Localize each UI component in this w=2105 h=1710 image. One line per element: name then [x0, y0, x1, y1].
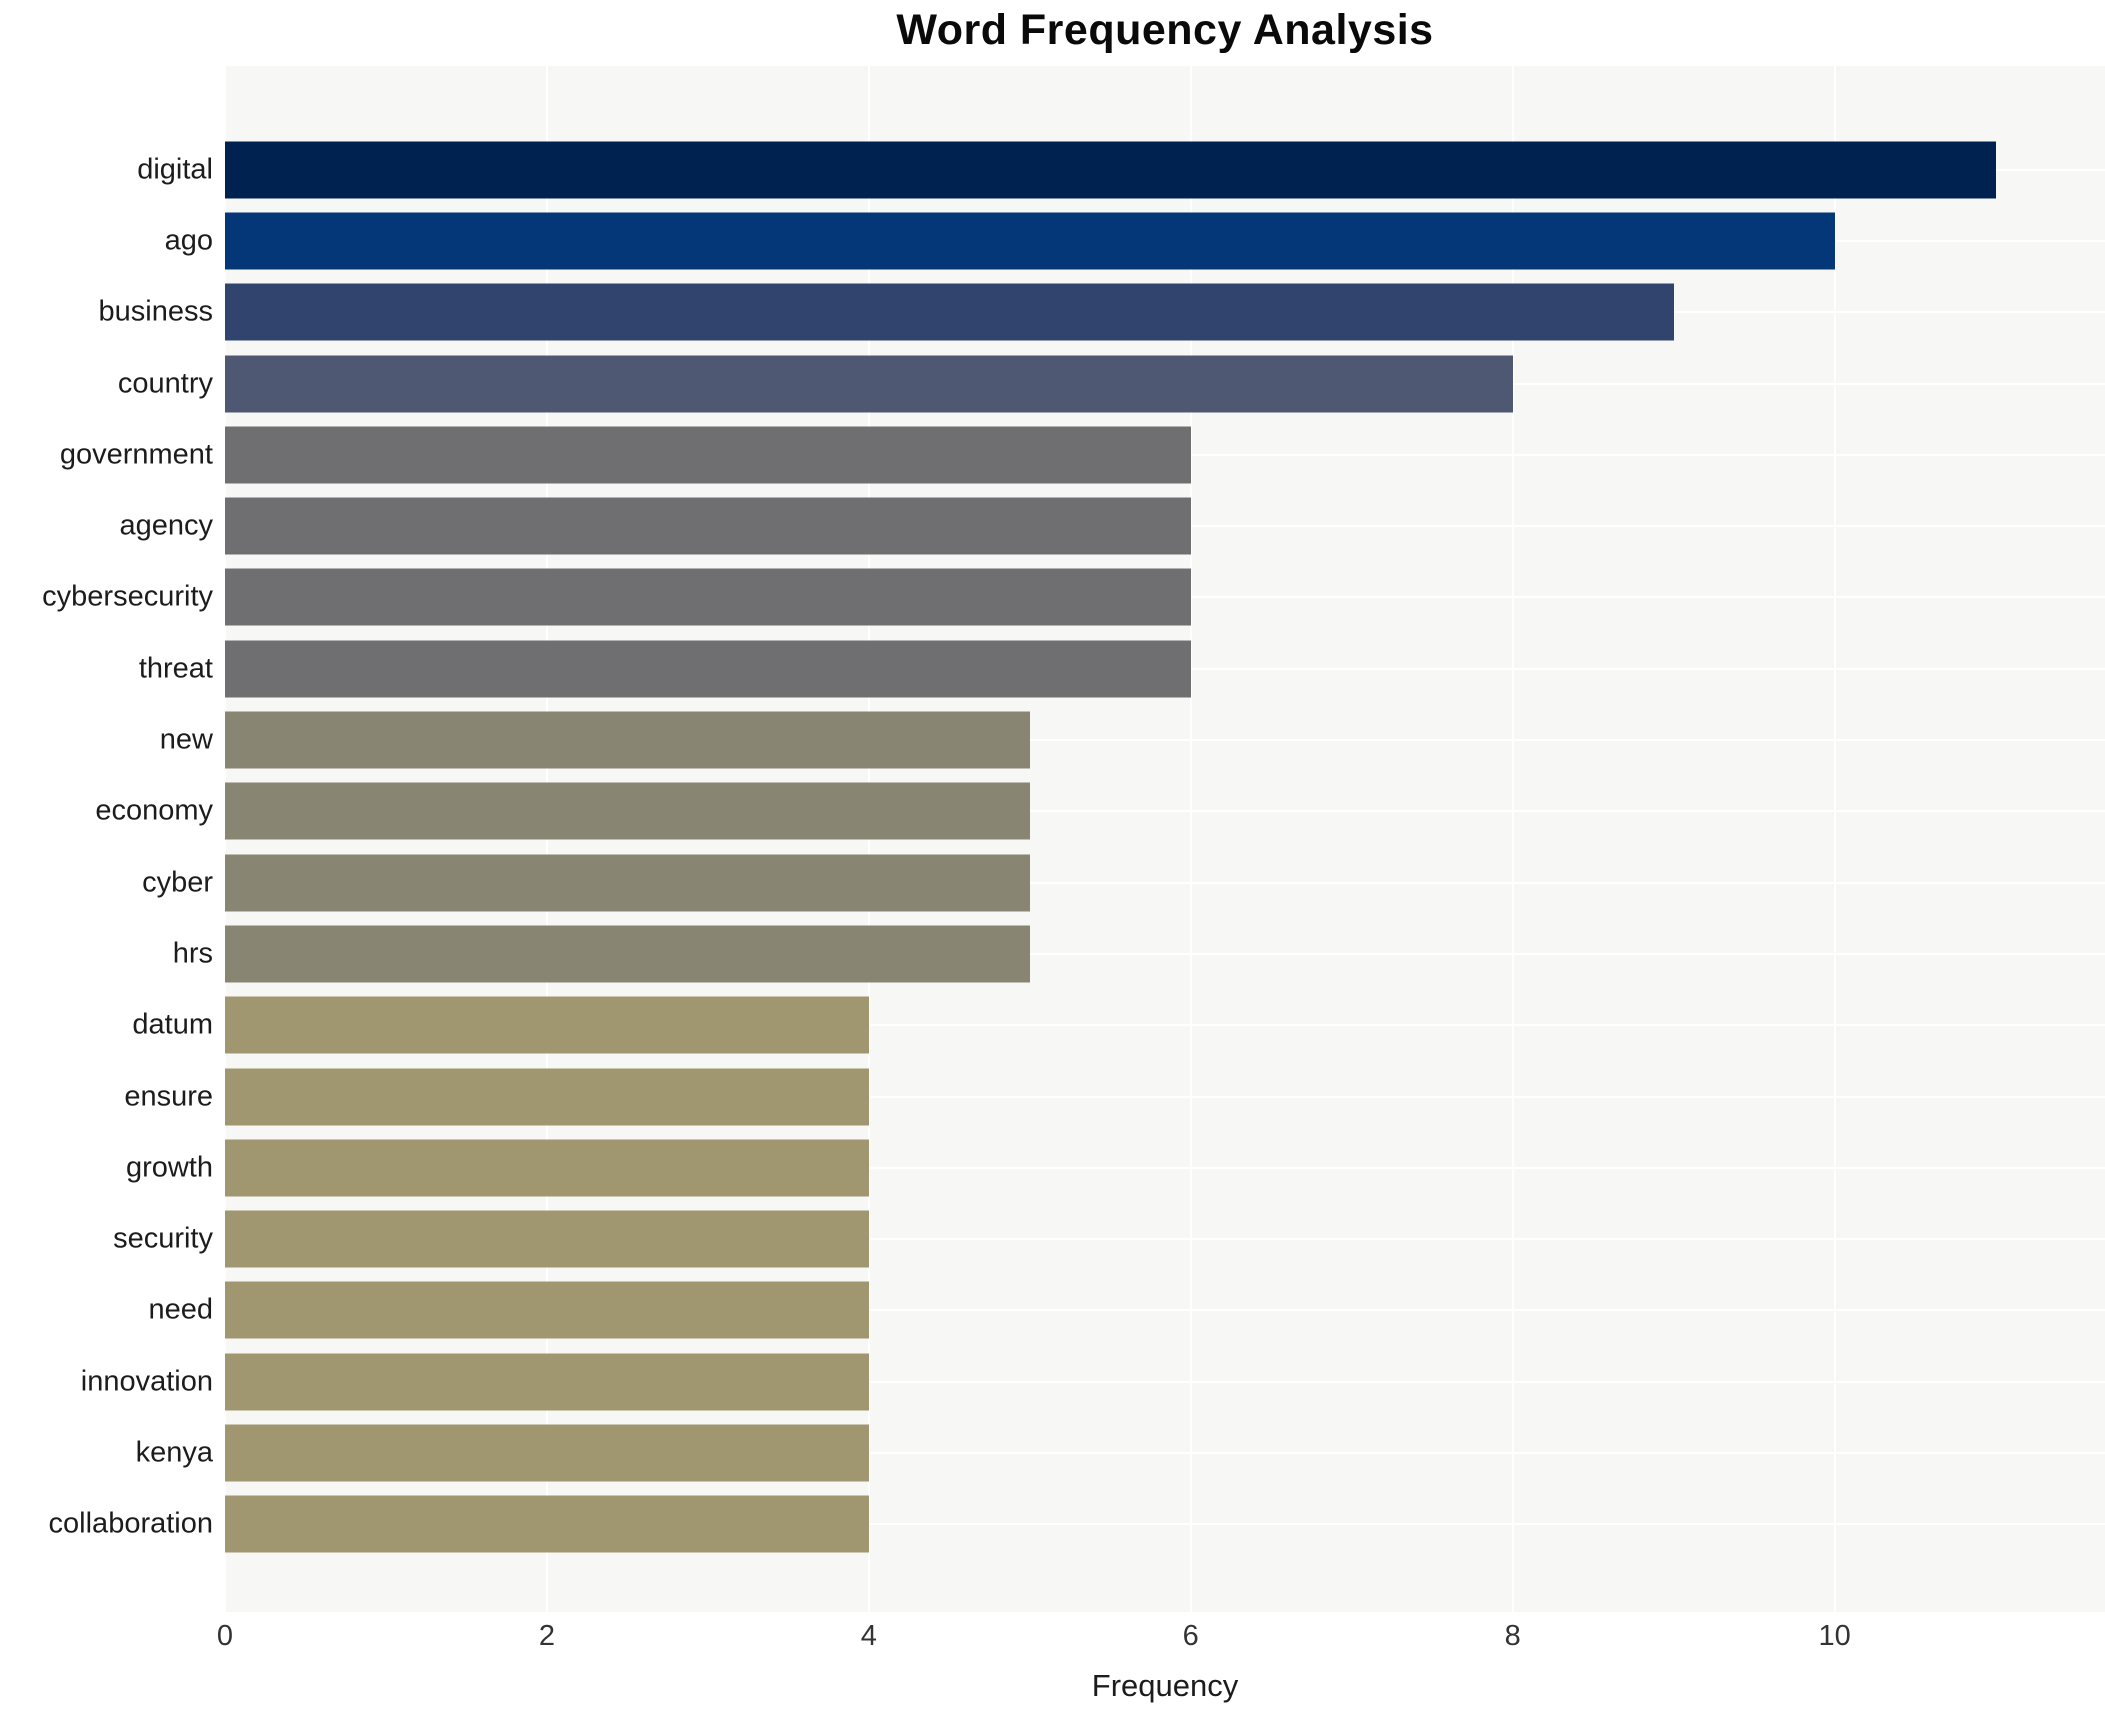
bar-kenya [225, 1424, 869, 1482]
category-label-need: need [148, 1293, 213, 1326]
category-label-hrs: hrs [172, 937, 213, 970]
bar-agency [225, 497, 1191, 555]
category-label-datum: datum [132, 1008, 213, 1041]
category-label-government: government [59, 438, 213, 471]
bar-growth [225, 1139, 869, 1197]
y-gridline-cyber [225, 881, 2105, 884]
x-axis-label: Frequency [1091, 1668, 1239, 1703]
x-tick-label-10: 10 [1818, 1620, 1851, 1652]
bar-row-collaboration: collaboration [49, 1489, 2105, 1560]
x-gridline-6 [1189, 66, 1192, 1612]
bar-row-ago: ago [165, 205, 2105, 276]
category-label-country: country [117, 367, 213, 400]
y-gridline-security [225, 1238, 2105, 1241]
category-label-economy: economy [95, 794, 213, 827]
bar-row-economy: economy [95, 776, 2105, 847]
bar-business [225, 283, 1674, 341]
x-tick-label-6: 6 [1182, 1620, 1199, 1652]
bar-row-need: need [148, 1275, 2105, 1346]
y-gridline-growth [225, 1166, 2105, 1169]
bar-row-cybersecurity: cybersecurity [42, 562, 2105, 633]
bar-row-country: country [118, 348, 2105, 419]
bar-cyber [225, 854, 1030, 912]
bar-security [225, 1210, 869, 1268]
bar-row-hrs: hrs [173, 918, 2105, 989]
category-label-innovation: innovation [80, 1365, 213, 1398]
bar-digital [225, 141, 1996, 199]
bar-economy [225, 782, 1030, 840]
plot-area: digital ago business country government agenc… [42, 66, 2105, 1612]
y-gridline-new [225, 739, 2105, 742]
bar-row-innovation: innovation [81, 1346, 2105, 1417]
bar-cybersecurity [225, 568, 1191, 626]
y-gridline-collaboration [225, 1523, 2105, 1526]
category-label-ago: ago [164, 224, 213, 257]
x-gridline-10 [1833, 66, 1836, 1612]
bar-row-ensure: ensure [124, 1061, 2105, 1132]
category-label-cyber: cyber [142, 866, 213, 899]
x-gridline-8 [1511, 66, 1514, 1612]
bar-row-agency: agency [119, 490, 2105, 561]
y-gridline-innovation [225, 1380, 2105, 1383]
bars-container: digital ago business country government agenc… [42, 134, 2105, 1560]
bar-need [225, 1281, 869, 1339]
bar-country [225, 355, 1513, 413]
category-label-new: new [159, 723, 213, 756]
category-label-agency: agency [119, 509, 213, 542]
y-gridline-economy [225, 810, 2105, 813]
category-label-collaboration: collaboration [48, 1507, 213, 1540]
category-label-cybersecurity: cybersecurity [42, 580, 213, 613]
y-gridline-datum [225, 1024, 2105, 1027]
bar-new [225, 711, 1030, 769]
bar-row-security: security [113, 1203, 2105, 1274]
chart-title: Word Frequency Analysis [896, 6, 1434, 54]
category-label-security: security [113, 1222, 213, 1255]
bar-row-threat: threat [139, 633, 2105, 704]
category-label-threat: threat [138, 652, 213, 685]
x-tick-label-8: 8 [1504, 1620, 1521, 1652]
bar-government [225, 426, 1191, 484]
bar-row-growth: growth [126, 1132, 2105, 1203]
category-label-growth: growth [125, 1151, 213, 1184]
y-gridline-need [225, 1309, 2105, 1312]
bar-row-digital: digital [137, 134, 2105, 205]
y-gridline-hrs [225, 952, 2105, 955]
y-gridline-kenya [225, 1451, 2105, 1454]
x-tick-label-0: 0 [216, 1620, 234, 1652]
bar-row-government: government [60, 419, 2105, 490]
bar-hrs [225, 925, 1030, 983]
bar-threat [225, 640, 1191, 698]
bar-row-datum: datum [132, 990, 2105, 1061]
category-label-kenya: kenya [135, 1436, 213, 1469]
y-gridline-ensure [225, 1095, 2105, 1098]
category-label-ensure: ensure [124, 1080, 213, 1112]
bar-row-cyber: cyber [142, 847, 2105, 918]
bar-datum [225, 996, 869, 1054]
category-label-digital: digital [137, 153, 213, 186]
category-label-business: business [98, 295, 213, 328]
bar-row-kenya: kenya [136, 1417, 2105, 1488]
x-axis-tick-labels: 0 2 4 6 8 10 [217, 1620, 2105, 1662]
bar-ensure [225, 1068, 869, 1125]
bar-row-business: business [99, 277, 2105, 348]
bar-row-new: new [160, 704, 2105, 775]
bar-collaboration [225, 1495, 869, 1553]
x-tick-label-4: 4 [860, 1620, 877, 1652]
bar-innovation [225, 1353, 869, 1411]
bar-ago [225, 212, 1835, 270]
x-tick-label-2: 2 [538, 1620, 555, 1652]
